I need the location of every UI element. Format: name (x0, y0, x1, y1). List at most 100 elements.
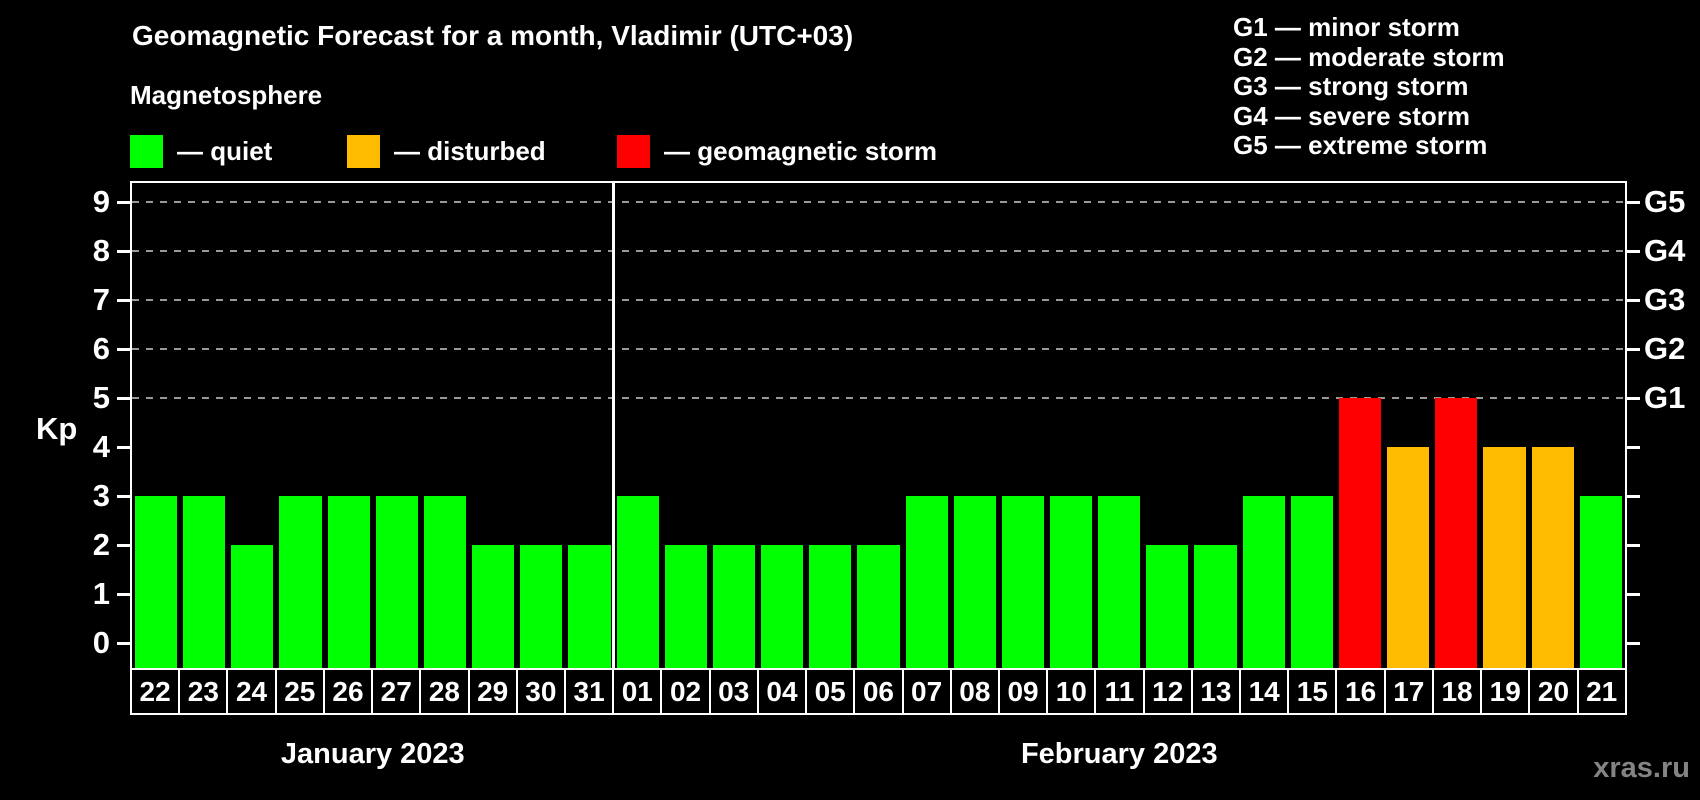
y-axis-tick-label-7: 7 (92, 282, 110, 317)
bar-cell-day-13 (1191, 183, 1239, 668)
bar-cell-day-09 (999, 183, 1047, 668)
day-label-15: 15 (1287, 668, 1338, 715)
legend-label-disturbed: — disturbed (394, 135, 546, 166)
x-axis-day-labels: 22 23 24 25 26 27 28 29 30 31 01 02 03 04 05 06 07 08 09 10… (130, 668, 1627, 715)
kp-bar-day-01 (616, 496, 659, 668)
day-label-31: 31 (563, 668, 615, 715)
day-label-23: 23 (178, 668, 229, 715)
quiet-color-swatch (130, 134, 163, 168)
y-axis-tick-6 (117, 347, 130, 351)
day-label-30: 30 (515, 668, 566, 715)
kp-bar-day-25 (279, 496, 322, 668)
month-labels: January 2023 February 2023 (0, 738, 1700, 774)
day-label-17: 17 (1383, 668, 1434, 715)
bar-cell-day-05 (806, 183, 854, 668)
kp-bar-day-08 (953, 496, 996, 668)
bar-cell-day-18 (1432, 183, 1480, 668)
kp-bar-day-14 (1242, 496, 1285, 668)
storm-scale-item-g1: G1 — minor storm (1233, 12, 1460, 42)
storm-color-swatch (617, 134, 650, 168)
y-axis-tick-label-1: 1 (92, 576, 110, 611)
right-axis-tick-6 (1627, 347, 1640, 351)
gridline-kp7 (132, 299, 1625, 301)
bar-cell-day-31 (565, 183, 613, 668)
day-label-16: 16 (1335, 668, 1386, 715)
y-axis-tick-4 (117, 445, 130, 449)
bar-cell-day-29 (469, 183, 517, 668)
gridline-kp8 (132, 250, 1625, 252)
y-axis-tick-label-9: 9 (92, 184, 110, 219)
day-label-12: 12 (1142, 668, 1193, 715)
kp-bar-day-12 (1146, 545, 1189, 668)
day-label-07: 07 (901, 668, 952, 715)
kp-bar-day-16 (1338, 398, 1382, 668)
bar-cell-day-04 (758, 183, 806, 668)
kp-bar-day-13 (1194, 545, 1237, 668)
kp-bar-day-24 (231, 545, 274, 668)
kp-bar-day-27 (375, 496, 418, 668)
bar-cell-day-03 (710, 183, 758, 668)
day-label-19: 19 (1480, 668, 1531, 715)
kp-bar-day-17 (1387, 447, 1430, 668)
kp-bar-day-09 (1001, 496, 1044, 668)
gridline-kp5 (132, 397, 1625, 399)
bar-cell-day-01 (614, 183, 662, 668)
month-label-january: January 2023 (280, 738, 465, 770)
right-axis-tick-9 (1627, 200, 1640, 204)
storm-scale-item-g2: G2 — moderate storm (1233, 41, 1505, 72)
right-axis-tick-7 (1627, 298, 1640, 302)
right-axis-tick-5 (1627, 396, 1640, 400)
kp-bar-day-15 (1290, 496, 1333, 668)
bar-cell-day-11 (1095, 183, 1143, 668)
bar-cell-day-17 (1384, 183, 1432, 668)
y-axis-tick-9 (117, 200, 130, 204)
day-label-06: 06 (853, 668, 904, 715)
kp-bar-day-03 (712, 545, 756, 668)
kp-bar-day-31 (568, 545, 611, 668)
right-axis-tick-0 (1627, 641, 1640, 645)
bar-cell-day-12 (1143, 183, 1191, 668)
kp-bar-day-20 (1531, 447, 1574, 668)
day-label-10: 10 (1046, 668, 1097, 715)
bar-cell-day-06 (854, 183, 902, 668)
y-axis-tick-5 (117, 396, 130, 400)
bar-cell-day-28 (421, 183, 469, 668)
storm-scale-item-g5: G5 — extreme storm (1233, 130, 1488, 160)
right-axis-label-g4: G4 (1644, 233, 1686, 268)
day-label-13: 13 (1190, 668, 1242, 715)
kp-bar-day-19 (1483, 447, 1526, 668)
right-axis-tick-3 (1627, 494, 1640, 498)
bar-cell-day-25 (276, 183, 324, 668)
day-label-18: 18 (1431, 668, 1483, 715)
bar-cell-day-02 (662, 183, 710, 668)
y-axis-tick-label-5: 5 (92, 380, 110, 415)
kp-bar-day-04 (761, 545, 804, 668)
bar-cell-day-14 (1240, 183, 1288, 668)
y-axis-tick-label-0: 0 (92, 625, 110, 660)
day-label-03: 03 (708, 668, 759, 715)
day-label-25: 25 (274, 668, 325, 715)
plot-area: 0 1 2 3 4 5 6 7 8 9 G1 G2 G3 G4 G5 (93, 181, 1685, 670)
legend-item-quiet: — quiet (130, 134, 272, 168)
right-axis-tick-8 (1627, 249, 1640, 253)
y-axis-tick-3 (117, 494, 130, 498)
kp-bar-day-23 (183, 496, 226, 668)
day-label-05: 05 (805, 668, 856, 715)
day-label-14: 14 (1239, 668, 1290, 715)
disturbed-color-swatch (347, 134, 380, 168)
y-axis-title: Kp (36, 411, 78, 446)
day-label-04: 04 (756, 668, 808, 715)
bar-cell-day-07 (903, 183, 951, 668)
bar-cell-day-08 (951, 183, 999, 668)
day-label-21: 21 (1576, 668, 1627, 715)
day-label-26: 26 (322, 668, 374, 715)
right-axis-tick-4 (1627, 445, 1640, 449)
bar-cell-day-21 (1577, 183, 1625, 668)
storm-scale-item-g4: G4 — severe storm (1233, 100, 1471, 131)
day-label-02: 02 (660, 668, 711, 715)
day-label-08: 08 (949, 668, 1000, 715)
y-axis-tick-label-4: 4 (92, 429, 110, 464)
y-axis-tick-2 (117, 543, 130, 547)
bar-cell-day-15 (1288, 183, 1336, 668)
